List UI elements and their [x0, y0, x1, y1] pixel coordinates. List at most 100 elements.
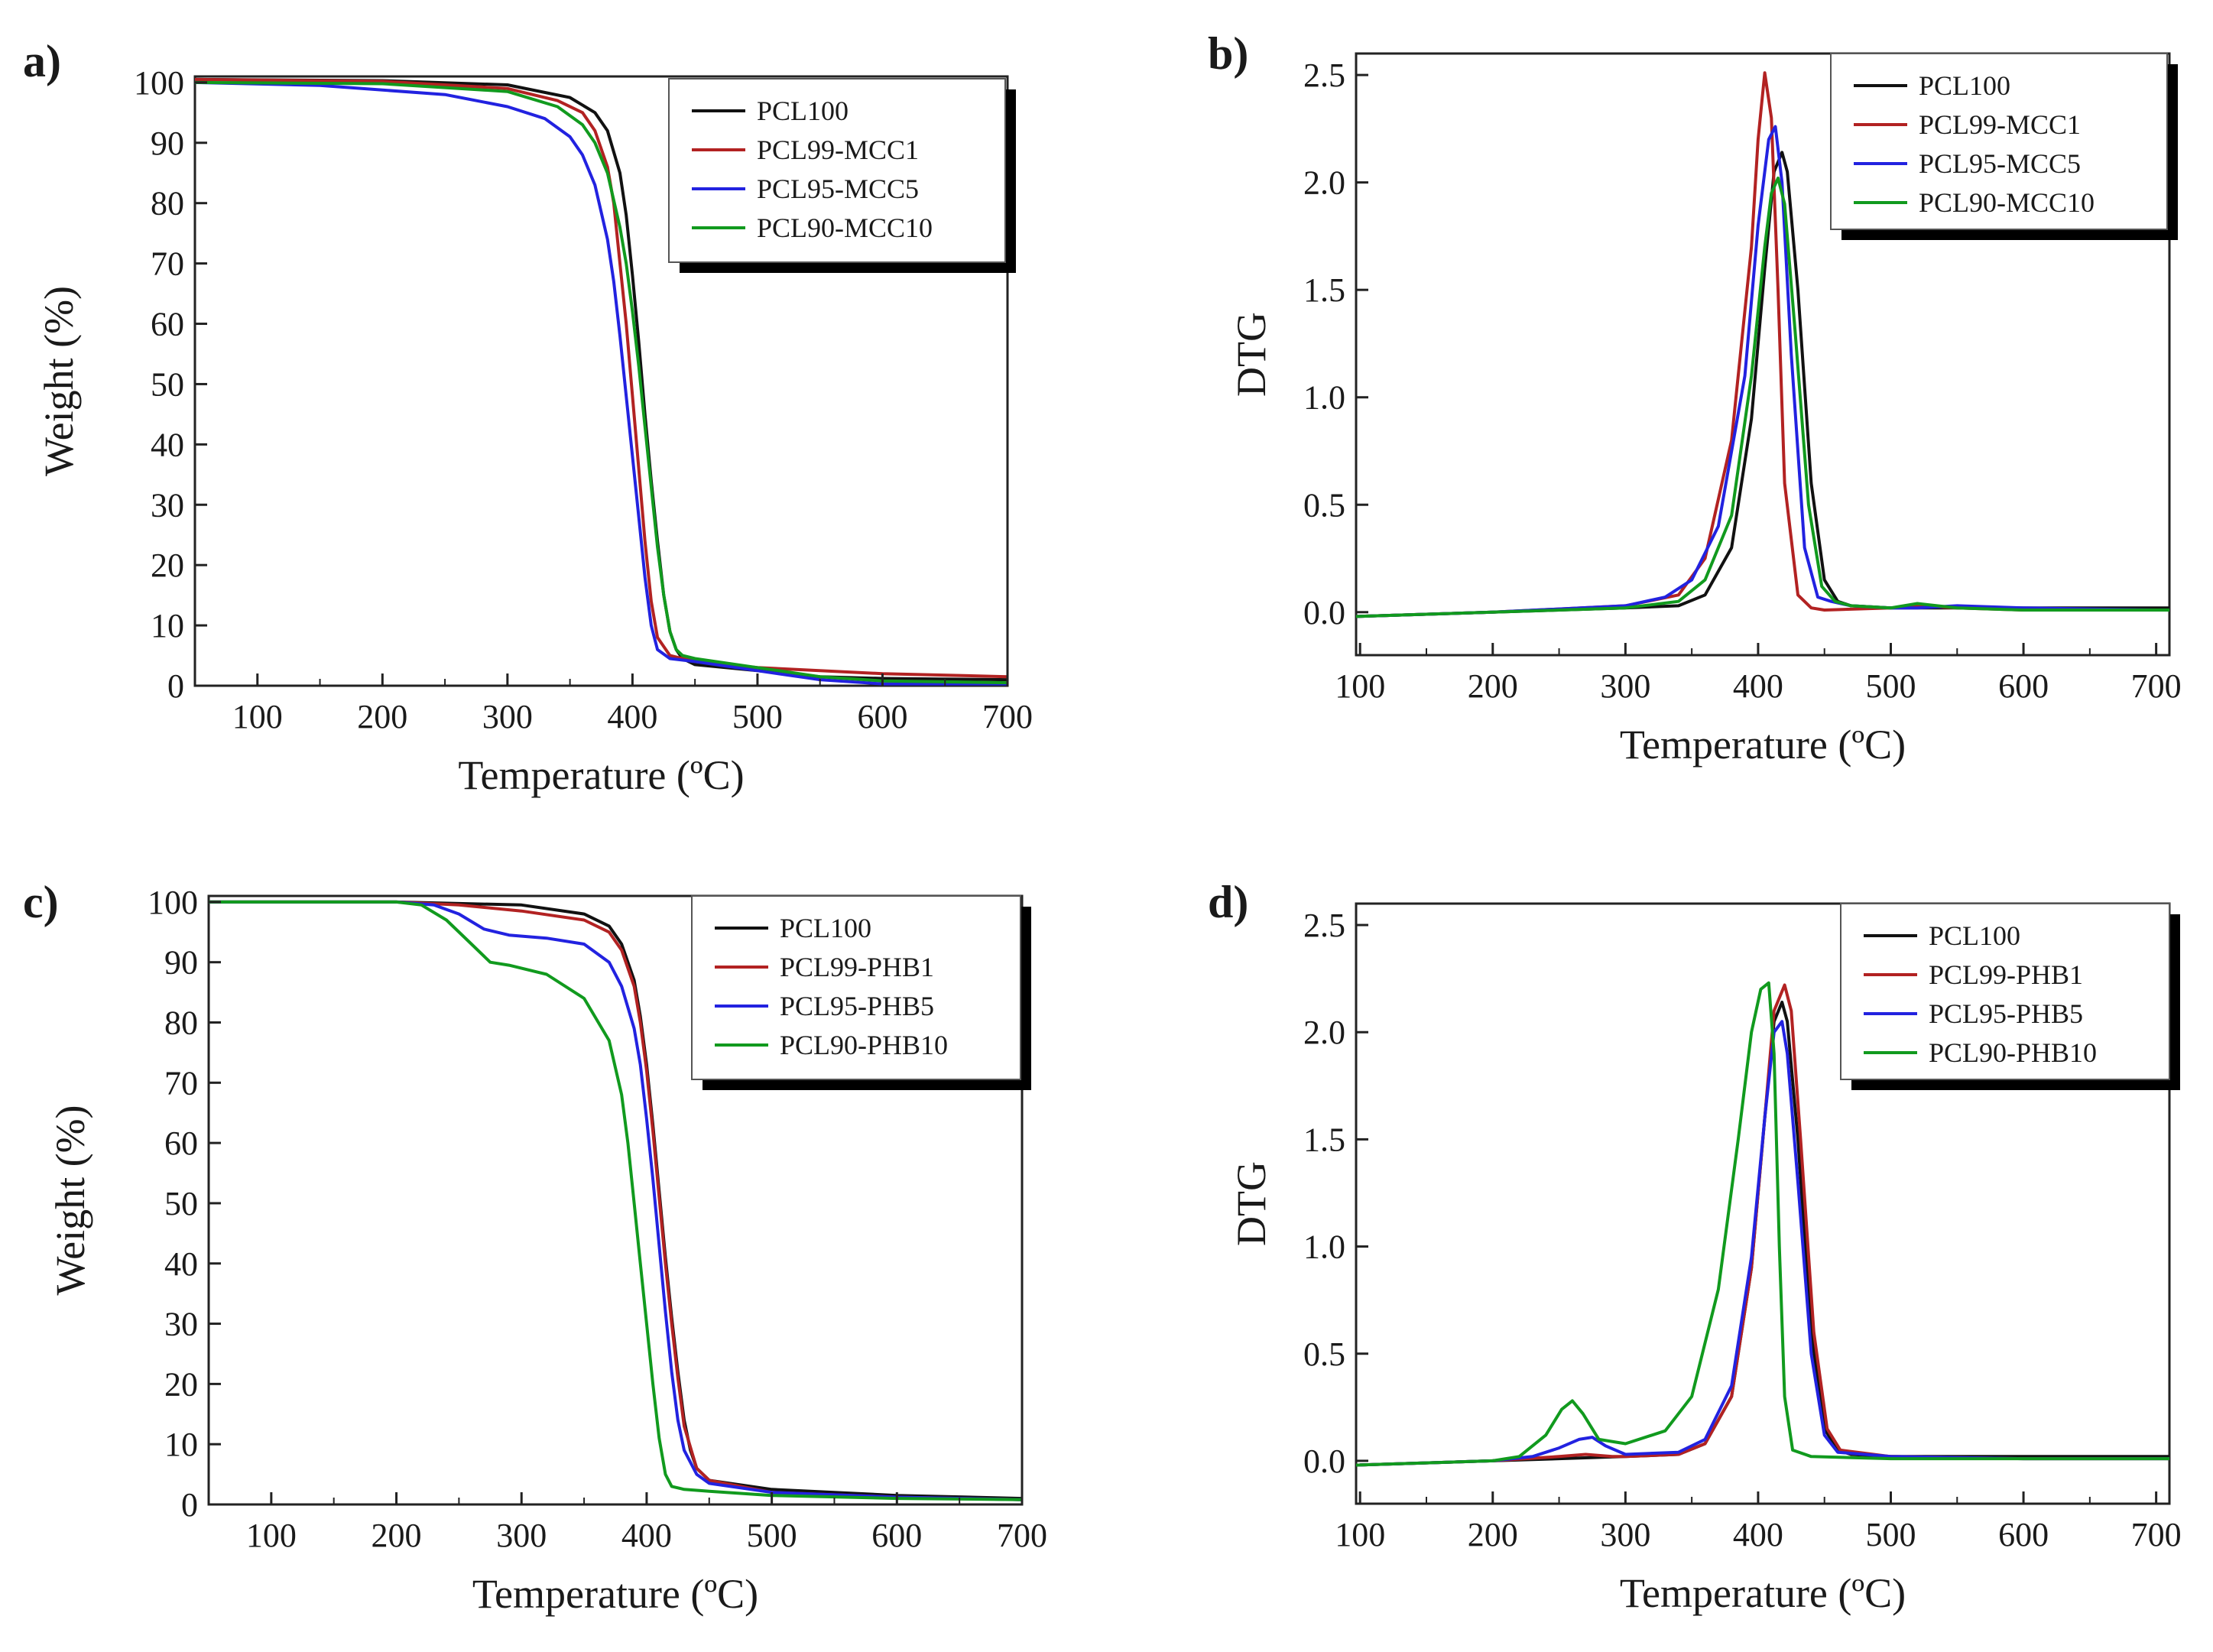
chart-d-x-tick-label: 500 [1865, 1516, 1916, 1553]
chart-a-x-tick-label: 600 [857, 698, 907, 735]
chart-b-series-pcl90-mcc10 [1355, 177, 2169, 618]
chart-c-series-pcl99-phb1 [209, 900, 1023, 1501]
chart-a-x-tick-label: 300 [482, 698, 533, 735]
chart-d-y-tick-label: 2.0 [1303, 1014, 1345, 1051]
panel-label-c: c) [23, 877, 59, 927]
chart-c-x-tick-label: 100 [246, 1517, 297, 1554]
chart-c-legend-label: PCL95-PHB5 [780, 991, 934, 1021]
chart-a-y-tick-label: 90 [151, 125, 184, 162]
chart-b-legend-label: PCL90-MCC10 [1919, 187, 2095, 218]
chart-c-weight-phb: 100 200 300 400 500 600 700 0 10 20 30 40 50 60 70 80 90… [47, 884, 1047, 1617]
chart-a-legend-label: PCL100 [757, 96, 849, 126]
chart-d-y-tick-label: 0.5 [1303, 1336, 1345, 1373]
chart-d-legend-label: PCL90-PHB10 [1929, 1037, 2097, 1068]
chart-a-legend-label: PCL99-MCC1 [757, 135, 919, 165]
chart-b-y-tick-label: 2.5 [1303, 57, 1345, 94]
chart-c-y-tick-label: 80 [164, 1005, 198, 1042]
chart-a-y-tick-label: 40 [151, 426, 184, 463]
chart-d-x-tick-label: 200 [1468, 1516, 1518, 1553]
chart-b-y-tick-label: 2.0 [1303, 164, 1345, 202]
chart-c-y-tick-label: 70 [164, 1064, 198, 1102]
chart-b-y-tick-label: 0.0 [1303, 594, 1345, 631]
chart-a-x-axis-title: Temperature (ºC) [458, 752, 744, 798]
chart-b-legend-label: PCL95-MCC5 [1919, 148, 2081, 179]
panel-label-d: d) [1208, 877, 1248, 927]
chart-c-plot-frame [207, 894, 1024, 1506]
chart-c-x-tick-label: 200 [372, 1517, 422, 1554]
chart-b-y-tick-label: 1.0 [1303, 379, 1345, 417]
chart-c-series-pcl90-phb10 [209, 900, 1023, 1501]
chart-a-plot-frame [193, 75, 1009, 687]
chart-c-y-tick-label: 40 [164, 1245, 198, 1283]
chart-c-legend-label: PCL100 [780, 913, 871, 943]
chart-d-dtg-phb: 100 200 300 400 500 600 700 0.0 0.5 1.0 1.5 2.0 2.5 T… [1228, 902, 2182, 1616]
chart-a-y-tick-label: 100 [134, 64, 184, 102]
chart-a-y-tick-label: 50 [151, 365, 184, 403]
chart-c-legend-label: PCL90-PHB10 [780, 1030, 948, 1060]
chart-a-y-axis-title: Weight (%) [36, 286, 82, 476]
chart-d-x-tick-label: 600 [1998, 1516, 2049, 1553]
chart-c-y-axis-title: Weight (%) [47, 1105, 93, 1295]
panel-label-b: b) [1208, 28, 1248, 79]
chart-d-y-tick-label: 1.0 [1303, 1228, 1345, 1266]
chart-c-y-tick-label: 0 [181, 1486, 198, 1524]
chart-a-y-tick-label: 80 [151, 185, 184, 222]
chart-d-series-pcl95-phb5 [1355, 1020, 2169, 1467]
chart-c-x-tick-label: 600 [871, 1517, 922, 1554]
chart-d-x-tick-label: 300 [1600, 1516, 1650, 1553]
chart-b-y-tick-label: 0.5 [1303, 486, 1345, 524]
chart-b-legend-label: PCL100 [1919, 70, 2010, 101]
chart-a-y-tick-label: 10 [151, 607, 184, 644]
chart-a-y-tick-label: 30 [151, 486, 184, 524]
chart-c-x-axis-title: Temperature (ºC) [472, 1571, 758, 1617]
chart-d-x-tick-label: 700 [2131, 1516, 2182, 1553]
chart-c-x-tick-label: 700 [997, 1517, 1047, 1554]
chart-d-legend-label: PCL95-PHB5 [1929, 998, 2083, 1029]
chart-a-x-tick-label: 200 [357, 698, 407, 735]
chart-a-x-tick-label: 700 [982, 698, 1033, 735]
chart-b-x-tick-label: 200 [1468, 667, 1518, 705]
chart-c-y-tick-label: 60 [164, 1125, 198, 1162]
chart-b-x-tick-label: 700 [2131, 667, 2182, 705]
chart-c-y-tick-label: 30 [164, 1306, 198, 1343]
chart-c-x-tick-label: 500 [747, 1517, 797, 1554]
chart-b-plot-frame [1355, 52, 2171, 657]
chart-d-x-axis-title: Temperature (ºC) [1620, 1570, 1906, 1616]
chart-d-x-tick-label: 400 [1733, 1516, 1783, 1553]
chart-a-y-tick-label: 0 [167, 667, 184, 705]
chart-d-legend-label: PCL100 [1929, 920, 2020, 951]
chart-b-x-tick-label: 300 [1600, 667, 1650, 705]
chart-b-x-tick-label: 500 [1865, 667, 1916, 705]
chart-a-y-tick-label: 60 [151, 306, 184, 343]
chart-b-x-tick-label: 600 [1998, 667, 2049, 705]
chart-a-series-pcl90-mcc10 [194, 80, 1008, 685]
chart-a-x-tick-label: 500 [732, 698, 783, 735]
panel-label-a: a) [23, 36, 61, 86]
chart-c-series-pcl95-phb5 [209, 900, 1023, 1501]
chart-a-x-tick-label: 100 [232, 698, 283, 735]
chart-c-y-tick-label: 20 [164, 1365, 198, 1403]
chart-c-x-tick-label: 400 [621, 1517, 672, 1554]
chart-d-y-axis-title: DTG [1228, 1161, 1274, 1246]
chart-b-x-tick-label: 400 [1733, 667, 1783, 705]
chart-a-series-pcl95-mcc5 [194, 80, 1008, 686]
chart-a-legend-label: PCL90-MCC10 [757, 213, 933, 243]
chart-c-y-tick-label: 100 [148, 884, 198, 921]
chart-c-y-tick-label: 50 [164, 1185, 198, 1222]
chart-a-legend-label: PCL95-MCC5 [757, 174, 919, 204]
chart-b-y-tick-label: 1.5 [1303, 271, 1345, 309]
chart-a-weight-mcc: 100 200 300 400 500 600 700 0 10 20 30 40 50 60 70 80 90… [36, 64, 1033, 798]
chart-b-x-axis-title: Temperature (ºC) [1620, 722, 1906, 768]
chart-b-x-tick-label: 100 [1335, 667, 1385, 705]
chart-c-y-tick-label: 10 [164, 1426, 198, 1463]
chart-a-y-tick-label: 70 [151, 245, 184, 283]
chart-d-y-tick-label: 2.5 [1303, 907, 1345, 944]
chart-a-y-tick-label: 20 [151, 547, 184, 584]
chart-c-legend-label: PCL99-PHB1 [780, 952, 934, 982]
chart-c-x-tick-label: 300 [496, 1517, 547, 1554]
chart-b-legend-box [1830, 53, 2168, 230]
chart-d-plot-frame [1355, 902, 2171, 1505]
chart-a-x-tick-label: 400 [607, 698, 657, 735]
chart-d-y-tick-label: 1.5 [1303, 1121, 1345, 1158]
